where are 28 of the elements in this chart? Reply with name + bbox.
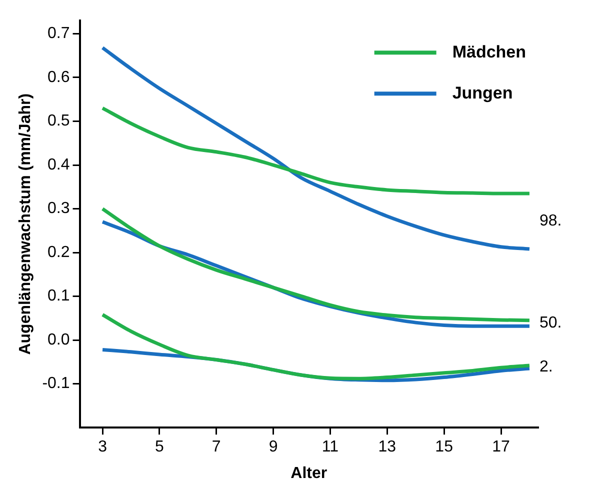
y-tick-label: 0.7	[48, 25, 70, 42]
y-tick-label: 0.5	[48, 112, 70, 130]
text: 50.	[539, 314, 562, 332]
legend-label: Jungen	[452, 83, 513, 102]
line-series	[100, 312, 532, 380]
text: 98.	[539, 212, 562, 230]
line-series	[100, 106, 532, 196]
x-tick-label: 9	[268, 438, 278, 456]
x-tick-label: 3	[98, 438, 108, 456]
y-tick-label: 0.6	[48, 68, 70, 86]
y-tick-label: 0.0	[48, 331, 70, 348]
y-axis-title: Augenlängenwachstum (mm/Jahr)	[17, 93, 34, 355]
x-tick-label: 15	[435, 438, 454, 456]
y-tick-label: 0.2	[48, 244, 70, 261]
legend-label: Mädchen	[452, 42, 526, 62]
x-tick-label: 13	[378, 438, 396, 456]
y-tick-label: 0.4	[48, 156, 70, 174]
y-tick-label: 0.1	[48, 288, 70, 305]
x-tick-label: 7	[212, 438, 221, 456]
text: 2.	[539, 358, 553, 376]
line-series	[100, 46, 532, 251]
line-series	[100, 207, 532, 322]
y-tick-label: 0.3	[48, 200, 70, 218]
x-tick-label: 5	[155, 438, 164, 456]
x-axis-title: Alter	[290, 464, 328, 482]
x-tick-label: 11	[322, 438, 339, 456]
y-tick-label: -0.1	[42, 375, 70, 392]
x-tick-label: 17	[492, 438, 510, 456]
